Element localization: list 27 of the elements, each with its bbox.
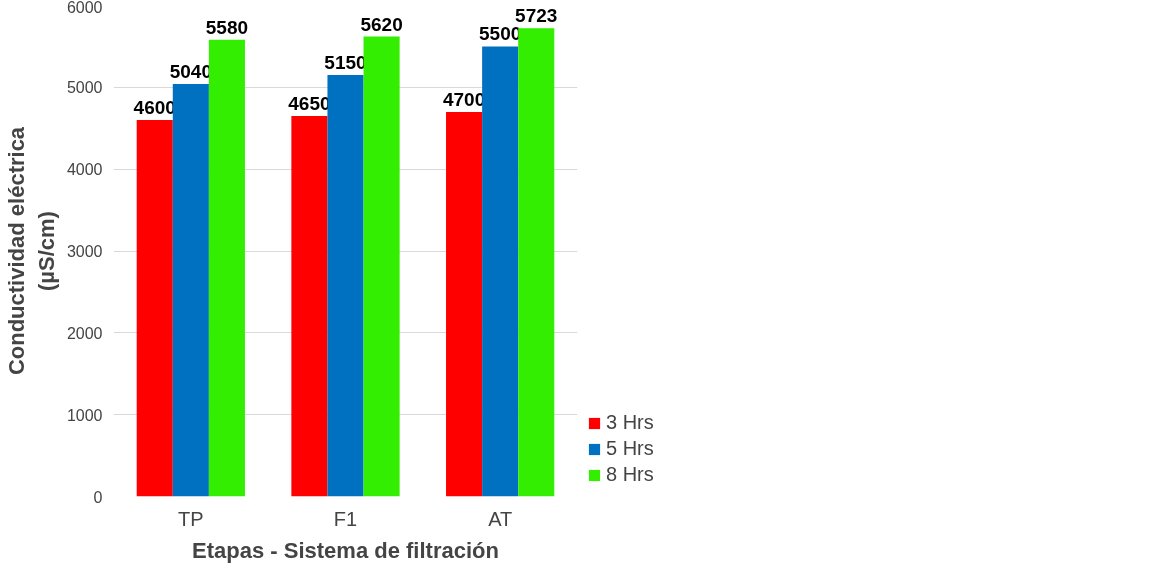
- y-tick-label: 6000: [66, 0, 103, 16]
- y-tick-label: 3000: [66, 243, 103, 260]
- bar: [291, 115, 328, 497]
- y-tick-label: 2000: [66, 324, 103, 342]
- legend-label: 3 Hrs: [606, 411, 654, 434]
- x-axis-title: Etapas - Sistema de filtración: [192, 537, 499, 563]
- data-label: 5723: [515, 5, 558, 27]
- bar: [446, 111, 483, 497]
- y-axis-title: Conductividad eléctrica (µS/cm): [3, 126, 59, 376]
- y-tick-label: 1000: [66, 406, 103, 424]
- data-label: 5580: [205, 16, 249, 38]
- bar: [482, 46, 519, 497]
- x-tick-label: AT: [488, 507, 513, 530]
- data-label: 5620: [360, 13, 403, 35]
- bar: [136, 120, 173, 497]
- x-tick-label: TP: [178, 507, 204, 530]
- y-tick-label: 4000: [66, 161, 103, 179]
- bar: [363, 36, 400, 497]
- x-tick-label: F1: [333, 507, 358, 530]
- bar: [208, 39, 245, 497]
- legend-label: 5 Hrs: [606, 437, 654, 460]
- bar: [518, 28, 555, 497]
- y-tick-label: 0: [93, 488, 103, 506]
- y-tick-label: 5000: [66, 79, 103, 97]
- bar: [172, 84, 209, 497]
- bar: [327, 75, 364, 497]
- legend-label: 8 Hrs: [606, 463, 654, 486]
